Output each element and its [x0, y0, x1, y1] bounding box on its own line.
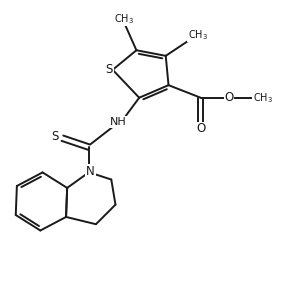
Text: O: O [224, 91, 234, 104]
Text: S: S [106, 63, 113, 76]
Text: S: S [51, 130, 58, 143]
Text: N: N [86, 165, 95, 178]
Text: O: O [197, 122, 206, 135]
Text: CH$_3$: CH$_3$ [114, 12, 134, 26]
Text: NH: NH [110, 117, 127, 127]
Text: CH$_3$: CH$_3$ [188, 28, 208, 42]
Text: CH$_3$: CH$_3$ [253, 91, 273, 105]
